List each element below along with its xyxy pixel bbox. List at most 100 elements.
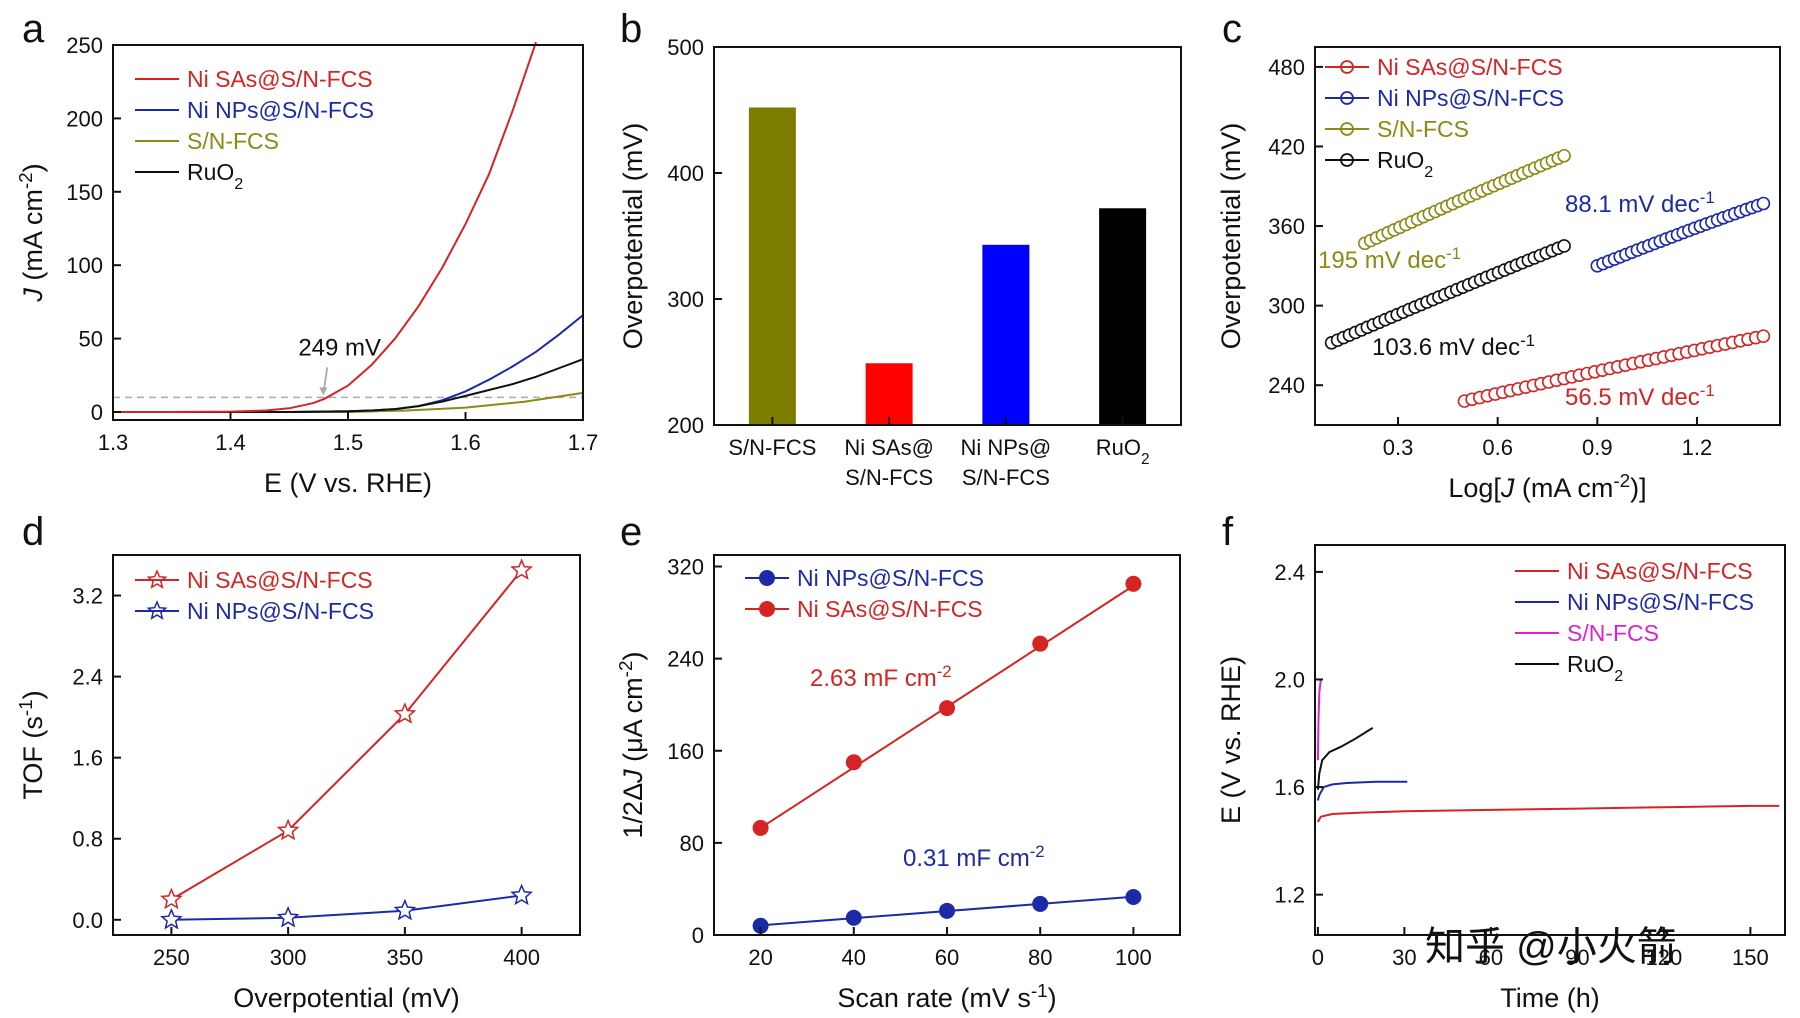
x-tick-label: 0.9 bbox=[1582, 435, 1613, 460]
y-axis-title: Overpotential (mV) bbox=[1216, 123, 1246, 350]
data-point bbox=[393, 702, 417, 724]
x-tick-label: 0 bbox=[1312, 945, 1324, 970]
category-label: S/N-FCS bbox=[845, 465, 933, 490]
y-axis-title: E (V vs. RHE) bbox=[1216, 656, 1246, 824]
data-point bbox=[1032, 635, 1049, 652]
y-axis-title: 1/2ΔJ (μA cm-2) bbox=[616, 652, 649, 839]
x-tick-label: 80 bbox=[1028, 945, 1052, 970]
x-tick-label: 0.3 bbox=[1383, 435, 1414, 460]
y-tick-label: 320 bbox=[667, 555, 704, 580]
series-line-3 bbox=[1316, 727, 1374, 790]
bar-1 bbox=[865, 363, 913, 425]
watermark-text: 知乎 @小火箭 bbox=[1425, 925, 1677, 969]
legend-label: Ni NPs@S/N-FCS bbox=[187, 97, 374, 123]
series-line-0 bbox=[113, 41, 537, 413]
y-tick-label: 50 bbox=[79, 327, 103, 352]
x-tick-label: 1.2 bbox=[1682, 435, 1713, 460]
legend-marker bbox=[759, 601, 775, 617]
legend-marker bbox=[146, 600, 168, 620]
panel-a: a 249 mV 1.3 1.4 1.5 1.6 1.7 0 50 100 150 200 250 E (… bbox=[16, 7, 599, 498]
legend-label: Ni NPs@S/N-FCS bbox=[1567, 589, 1754, 615]
x-tick-label: 350 bbox=[387, 945, 424, 970]
annotation-249mv: 249 mV bbox=[298, 334, 381, 361]
y-tick-label: 2.4 bbox=[1274, 560, 1305, 585]
data-point bbox=[939, 902, 955, 919]
y-tick-label: 360 bbox=[1268, 214, 1305, 239]
legend-marker bbox=[1340, 122, 1354, 136]
panel-e: e 0.31 mF cm-2 2.63 mF cm-2 20 40 60 80 100 0 80 1… bbox=[616, 510, 1181, 1013]
bar-0 bbox=[748, 107, 796, 425]
series-line-0 bbox=[170, 569, 523, 901]
legend-marker bbox=[1340, 91, 1354, 105]
y-tick-label: 2.4 bbox=[72, 665, 103, 690]
x-axis-title: Time (h) bbox=[1500, 983, 1600, 1013]
x-axis-title: Overpotential (mV) bbox=[233, 983, 460, 1013]
y-tick-label: 0 bbox=[91, 400, 103, 425]
panel-d: d 250 300 350 400 0.0 0.8 1.6 2.4 3.2 Overpotentia… bbox=[16, 510, 581, 1013]
data-point bbox=[1032, 895, 1049, 912]
series-line-0 bbox=[1317, 804, 1780, 823]
bar-2 bbox=[982, 244, 1030, 425]
watermark: 知乎 @小火箭 bbox=[1425, 925, 1677, 969]
series-line-3 bbox=[113, 358, 584, 413]
legend-label: Ni SAs@S/N-FCS bbox=[797, 596, 983, 622]
legend-marker bbox=[759, 570, 775, 586]
capacitance-label-1: 2.63 mF cm-2 bbox=[810, 662, 952, 693]
panel-letter-a: a bbox=[22, 7, 45, 51]
category-label: S/N-FCS bbox=[962, 465, 1050, 490]
y-tick-label: 480 bbox=[1268, 55, 1305, 80]
panel-b: b S/N-FCS Ni SAs@ S/N-FCS Ni NPs@ S/N-FCS RuO2… bbox=[618, 7, 1182, 490]
legend-label: Ni SAs@S/N-FCS bbox=[187, 66, 373, 92]
legend-label: Ni SAs@S/N-FCS bbox=[187, 567, 373, 593]
series-line-2 bbox=[113, 391, 584, 413]
x-tick-label: 400 bbox=[503, 945, 540, 970]
x-tick-label: 120 bbox=[1646, 945, 1683, 970]
legend-label: Ni SAs@S/N-FCS bbox=[1377, 54, 1563, 80]
y-tick-label: 3.2 bbox=[72, 584, 103, 609]
data-point bbox=[510, 558, 533, 580]
y-tick-label: 0.0 bbox=[72, 908, 103, 933]
data-point bbox=[845, 754, 862, 771]
data-point bbox=[752, 917, 769, 934]
data-point bbox=[510, 883, 533, 906]
panel-letter-f: f bbox=[1222, 510, 1234, 554]
y-tick-label: 240 bbox=[1268, 373, 1305, 398]
data-point bbox=[1125, 889, 1142, 905]
y-tick-label: 200 bbox=[667, 413, 704, 438]
y-tick-label: 240 bbox=[667, 647, 704, 672]
y-tick-label: 100 bbox=[66, 253, 103, 278]
slope-label-0: 56.5 mV dec-1 bbox=[1565, 381, 1715, 412]
y-axis-title: J (mA cm-2) bbox=[16, 163, 49, 302]
legend-label: S/N-FCS bbox=[1377, 116, 1469, 142]
y-tick-label: 80 bbox=[680, 831, 704, 856]
data-point bbox=[1756, 196, 1771, 211]
x-tick-label: 90 bbox=[1565, 945, 1589, 970]
y-tick-label: 1.6 bbox=[1274, 775, 1305, 800]
y-tick-label: 200 bbox=[66, 106, 103, 131]
x-tick-label: 250 bbox=[153, 945, 190, 970]
data-point bbox=[1557, 239, 1571, 253]
x-axis-title: E (V vs. RHE) bbox=[264, 468, 432, 498]
y-tick-label: 160 bbox=[667, 739, 704, 764]
legend-label: S/N-FCS bbox=[187, 128, 279, 154]
legend-label: RuO2 bbox=[187, 159, 243, 193]
data-point bbox=[939, 700, 955, 717]
series-line-1 bbox=[1316, 780, 1408, 801]
plot-frame bbox=[713, 46, 1182, 426]
data-point bbox=[1125, 575, 1142, 592]
legend-label: Ni SAs@S/N-FCS bbox=[1567, 558, 1753, 584]
x-tick-label: 60 bbox=[935, 945, 959, 970]
slope-label-2: 195 mV dec-1 bbox=[1318, 244, 1461, 275]
plot-frame bbox=[112, 554, 581, 936]
category-label: Ni SAs@ bbox=[844, 435, 934, 460]
y-tick-label: 400 bbox=[667, 161, 704, 186]
y-tick-label: 0 bbox=[692, 923, 704, 948]
x-tick-label: 1.5 bbox=[333, 430, 364, 455]
data-point bbox=[393, 898, 417, 921]
y-tick-label: 1.6 bbox=[72, 746, 103, 771]
plot-frame bbox=[1314, 544, 1786, 936]
y-tick-label: 500 bbox=[667, 35, 704, 60]
x-tick-label: 150 bbox=[1732, 945, 1769, 970]
legend-marker bbox=[146, 569, 168, 589]
